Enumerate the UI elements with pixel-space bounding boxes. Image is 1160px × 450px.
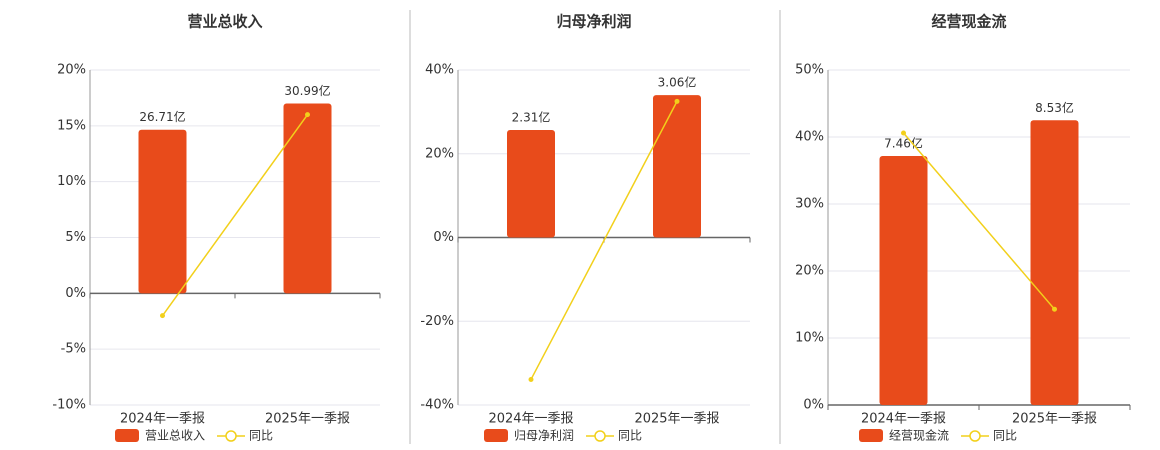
y-tick-label: 20% — [425, 146, 454, 161]
data-label: 8.53亿 — [1035, 100, 1074, 115]
bar — [653, 95, 701, 238]
x-tick-label: 2024年一季报 — [120, 412, 205, 427]
data-label: 2.31亿 — [512, 110, 551, 125]
y-tick-label: 0% — [433, 230, 454, 245]
bar — [283, 103, 332, 294]
y-tick-label: -20% — [420, 314, 454, 329]
point — [674, 98, 680, 104]
y-tick-label: 20% — [57, 63, 86, 78]
legend-swatch — [484, 429, 508, 442]
y-tick-label: 20% — [795, 264, 824, 279]
legend-label: 同比 — [249, 429, 273, 443]
legend-label: 归母净利润 — [514, 429, 574, 443]
line — [902, 132, 1056, 310]
y-tick-label: 10% — [795, 331, 824, 346]
data-label: 30.99亿 — [284, 83, 330, 98]
data-label: 7.46亿 — [884, 135, 923, 150]
point — [160, 313, 165, 319]
x-tick-label: 2024年一季报 — [488, 412, 573, 427]
data-label: 26.71亿 — [139, 109, 185, 124]
legend-label: 经营现金流 — [889, 428, 949, 443]
y-tick-label: 40% — [795, 130, 824, 145]
y-tick-label: 50% — [795, 63, 824, 78]
x-tick-label: 2025年一季报 — [265, 412, 350, 427]
x-tick-label: 2025年一季报 — [634, 412, 719, 427]
chart-title: 归母净利润 — [556, 13, 631, 31]
bar — [507, 130, 555, 238]
chart-title: 营业总收入 — [187, 13, 262, 31]
y-tick-label: 5% — [65, 230, 86, 245]
chart-title: 经营现金流 — [931, 13, 1006, 31]
bar — [1030, 120, 1079, 405]
legend-label: 同比 — [993, 429, 1017, 443]
legend-label: 同比 — [618, 429, 642, 443]
line — [161, 114, 309, 317]
y-tick-label: 0% — [803, 398, 824, 413]
y-tick-label: -10% — [52, 398, 86, 413]
point — [305, 112, 310, 118]
x-tick-label: 2025年一季报 — [1012, 412, 1097, 427]
data-label: 3.06亿 — [658, 75, 697, 90]
bar — [879, 155, 928, 405]
point — [528, 376, 534, 382]
legend-swatch — [859, 429, 883, 442]
bar — [138, 129, 187, 294]
y-tick-label: 10% — [57, 174, 86, 189]
legend-swatch — [225, 430, 237, 442]
y-tick-label: 40% — [425, 63, 454, 78]
y-tick-label: -5% — [61, 342, 86, 357]
y-tick-label: 30% — [795, 197, 824, 212]
line — [530, 101, 678, 380]
legend-swatch — [115, 429, 139, 442]
y-tick-label: 0% — [65, 286, 86, 301]
y-tick-label: -40% — [420, 398, 454, 413]
legend-swatch — [594, 430, 606, 442]
y-tick-label: 15% — [57, 118, 86, 133]
x-tick-label: 2024年一季报 — [861, 412, 946, 427]
point — [1052, 306, 1057, 312]
legend-label: 营业总收入 — [145, 429, 205, 443]
point — [901, 130, 906, 136]
legend-swatch — [969, 430, 981, 442]
